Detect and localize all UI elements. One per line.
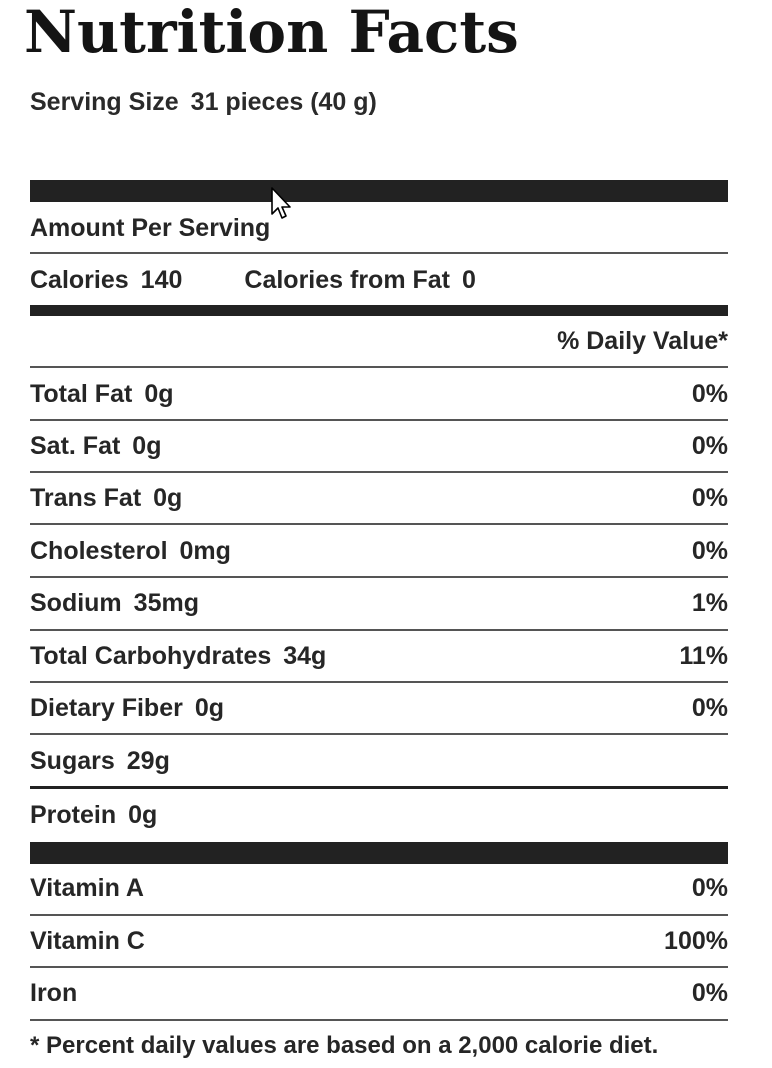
amount-per-serving: Amount Per Serving xyxy=(30,210,728,246)
nutrient-amount: 0g xyxy=(144,380,174,408)
vitamin-daily-value: 0% xyxy=(691,979,728,1007)
nutrient-daily-value: 0% xyxy=(691,432,728,460)
nutrient-row: Sodium 35mg 1% xyxy=(30,585,728,621)
divider xyxy=(30,733,728,735)
divider xyxy=(30,966,728,968)
vitamin-name: Vitamin A xyxy=(30,874,144,902)
footnote: * Percent daily values are based on a 2,… xyxy=(30,1032,659,1059)
nutrient-name: Dietary Fiber xyxy=(30,694,183,722)
nutrient-row: Sat. Fat 0g 0% xyxy=(30,428,728,464)
vitamin-row: Vitamin A 0% xyxy=(30,870,728,906)
divider xyxy=(30,366,728,368)
nutrient-amount: 0g xyxy=(194,694,225,722)
nutrient-daily-value: 0% xyxy=(691,484,728,512)
divider xyxy=(30,1019,728,1021)
calories-from-fat-label: Calories from Fat xyxy=(244,265,450,294)
serving-size-label: Serving Size xyxy=(30,88,179,116)
calories-value: 140 xyxy=(140,265,183,294)
calories-label: Calories xyxy=(30,265,129,294)
divider xyxy=(30,786,728,789)
vitamin-daily-value: 100% xyxy=(664,927,728,955)
divider xyxy=(30,471,728,473)
nutrient-name: Sugars xyxy=(30,747,115,775)
nutrient-amount: 35mg xyxy=(133,589,199,617)
nutrient-name: Sodium xyxy=(30,589,122,617)
vitamin-name: Iron xyxy=(30,979,78,1007)
divider xyxy=(30,629,728,631)
nutrient-amount: 34g xyxy=(283,642,327,670)
nutrient-row: Total Fat 0g 0% xyxy=(30,376,728,412)
daily-value-header: % Daily Value* xyxy=(557,327,728,355)
divider xyxy=(30,523,728,525)
vitamin-daily-value: 0% xyxy=(691,874,728,902)
nutrient-amount: 0g xyxy=(132,432,162,460)
nutrient-row: Trans Fat 0g 0% xyxy=(30,480,728,516)
vitamin-row: Vitamin C 100% xyxy=(30,923,728,959)
nutrient-name: Sat. Fat xyxy=(30,432,121,460)
nutrient-name: Trans Fat xyxy=(30,484,142,512)
nutrient-amount: 29g xyxy=(126,747,170,775)
nutrient-daily-value: 0% xyxy=(691,380,728,408)
nutrient-name: Total Fat xyxy=(30,380,133,408)
nutrient-daily-value: 11% xyxy=(679,642,728,670)
nutrient-row: Cholesterol 0mg 0% xyxy=(30,533,728,569)
divider xyxy=(30,914,728,916)
nutrient-row: Dietary Fiber 0g 0% xyxy=(30,690,728,726)
divider xyxy=(30,419,728,421)
nutrient-amount: 0g xyxy=(153,484,183,512)
nutrient-amount: 0g xyxy=(128,801,158,829)
divider xyxy=(30,576,728,578)
nutrient-name: Cholesterol xyxy=(30,537,168,565)
calories-from-fat-value: 0 xyxy=(462,265,476,294)
nutrient-row: Protein 0g xyxy=(30,797,728,833)
nutrient-daily-value: 0% xyxy=(691,537,728,565)
nutrient-row: Sugars 29g xyxy=(30,743,728,779)
nutrient-amount: 0mg xyxy=(179,537,231,565)
daily-value-header-row: % Daily Value* xyxy=(30,323,728,359)
nutrient-name: Total Carbohydrates xyxy=(30,642,272,670)
nutrient-daily-value: 0% xyxy=(691,694,728,722)
serving-size: Serving Size 31 pieces (40 g) xyxy=(30,86,377,118)
divider xyxy=(30,681,728,683)
vitamin-name: Vitamin C xyxy=(30,927,145,955)
mouse-pointer-icon xyxy=(271,187,291,219)
nutrient-daily-value: 1% xyxy=(691,589,728,617)
divider xyxy=(30,252,728,254)
medium-divider xyxy=(30,305,728,316)
amount-per-serving-label: Amount Per Serving xyxy=(30,214,271,242)
calories-row: Calories 140 Calories from Fat 0 xyxy=(30,262,476,298)
serving-size-value: 31 pieces (40 g) xyxy=(190,88,377,116)
nutrient-name: Protein xyxy=(30,801,117,829)
thick-divider-top xyxy=(30,180,728,202)
vitamin-row: Iron 0% xyxy=(30,975,728,1011)
page-title: Nutrition Facts xyxy=(24,0,519,66)
nutrient-row: Total Carbohydrates 34g 11% xyxy=(30,638,728,674)
thick-divider-vitamins xyxy=(30,842,728,864)
